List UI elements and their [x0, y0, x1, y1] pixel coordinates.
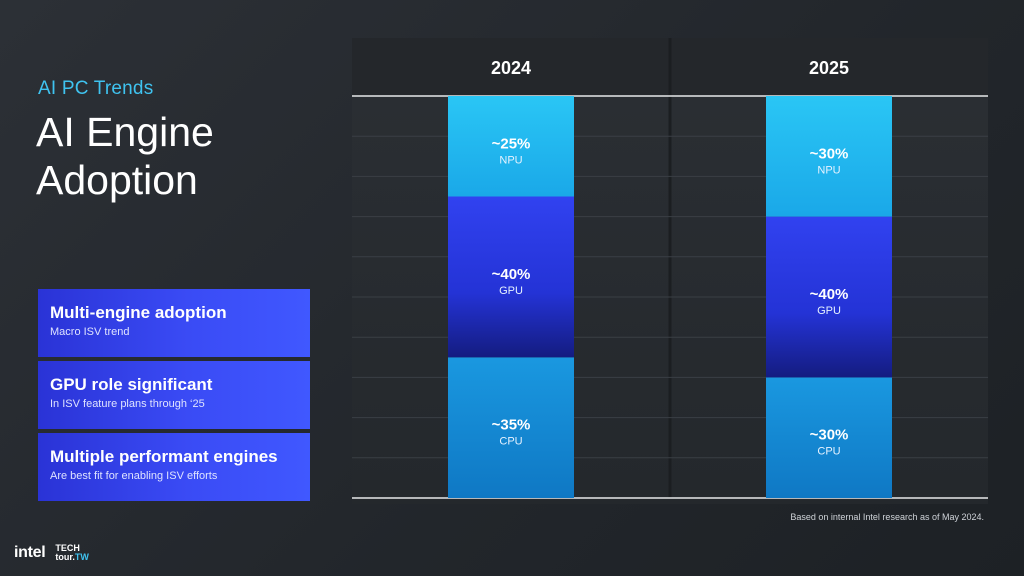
card-title: GPU role significant	[50, 375, 213, 394]
category-label-2025: 2025	[809, 58, 849, 78]
bar-npu-2024	[448, 96, 574, 197]
tour-line-1: TECH	[55, 543, 80, 553]
footnote: Based on internal Intel research as of M…	[790, 512, 984, 522]
value-label-npu-2024: ~25%	[492, 135, 531, 152]
series-label-npu-2024: NPU	[499, 154, 522, 166]
chart-canvas: ~35% CPU ~40% GPU ~25% NPU ~30% CPU ~40% GPU ~30% N…	[352, 38, 988, 504]
category-label-2024: 2024	[491, 58, 531, 78]
bar-cpu-2025	[766, 377, 892, 498]
value-label-gpu-2025: ~40%	[810, 286, 849, 303]
card-performant-engines: Multiple performant engines Are best fit…	[38, 433, 310, 501]
title-line-1: AI Engine	[36, 109, 214, 155]
intel-tech-tour-logo: intel TECH tour.TW	[14, 544, 89, 562]
card-title: Multi-engine adoption	[50, 303, 227, 322]
engine-adoption-chart: ~35% CPU ~40% GPU ~25% NPU ~30% CPU ~40% GPU ~30% N…	[352, 38, 988, 504]
eyebrow-label: AI PC Trends	[38, 78, 154, 99]
tech-tour-logo: TECH tour.TW	[55, 544, 89, 562]
series-label-cpu-2025: CPU	[817, 446, 840, 458]
card-multi-engine: Multi-engine adoption Macro ISV trend	[38, 289, 310, 357]
title-line-2: Adoption	[36, 157, 198, 203]
tour-suffix: TW	[74, 552, 89, 562]
series-label-cpu-2024: CPU	[499, 436, 522, 448]
card-subtitle: In ISV feature plans through ‘25	[50, 398, 205, 410]
series-label-npu-2025: NPU	[817, 164, 840, 176]
series-label-gpu-2024: GPU	[499, 285, 523, 297]
card-gpu-role: GPU role significant In ISV feature plan…	[38, 361, 310, 429]
card-title: Multiple performant engines	[50, 447, 278, 466]
page-title: AI Engine Adoption	[36, 108, 336, 204]
value-label-npu-2025: ~30%	[810, 145, 849, 162]
intel-logo: intel	[14, 544, 46, 561]
bars	[448, 96, 892, 498]
value-label-cpu-2025: ~30%	[810, 427, 849, 444]
card-subtitle: Macro ISV trend	[50, 326, 130, 338]
category-labels: 2024 2025	[491, 58, 849, 78]
trend-cards: Multi-engine adoption Macro ISV trend GP…	[38, 289, 310, 505]
value-label-cpu-2024: ~35%	[492, 417, 531, 434]
bar-npu-2025	[766, 96, 892, 217]
bar-cpu-2024	[448, 357, 574, 498]
tour-line-2: tour.	[55, 552, 75, 562]
value-label-gpu-2024: ~40%	[492, 266, 531, 283]
bar-gpu-2025	[766, 216, 892, 378]
data-labels: ~35% CPU ~40% GPU ~25% NPU ~30% CPU ~40% GPU ~30% N…	[492, 135, 849, 457]
card-subtitle: Are best fit for enabling ISV efforts	[50, 470, 218, 482]
bar-gpu-2024	[448, 196, 574, 358]
series-label-gpu-2025: GPU	[817, 305, 841, 317]
